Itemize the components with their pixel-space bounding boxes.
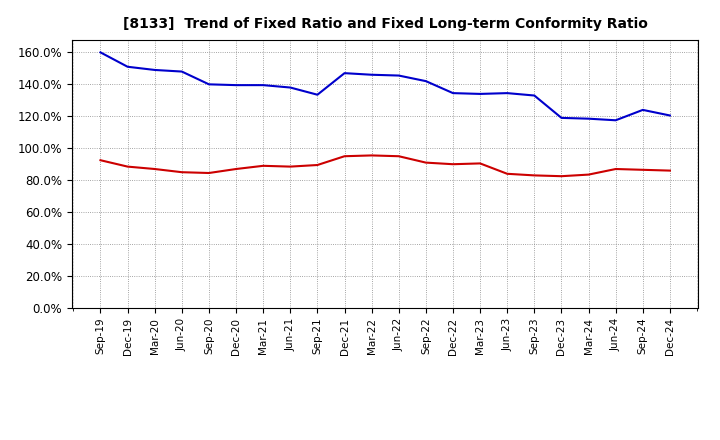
Fixed Ratio (665, 113, 674, 118)
Fixed Ratio (421, 78, 430, 84)
Fixed Ratio (96, 50, 105, 55)
Fixed Long-term Conformity Ratio (449, 161, 457, 167)
Fixed Long-term Conformity Ratio (341, 154, 349, 159)
Fixed Long-term Conformity Ratio (232, 166, 240, 172)
Fixed Long-term Conformity Ratio (150, 166, 159, 172)
Fixed Ratio (584, 116, 593, 121)
Fixed Long-term Conformity Ratio (178, 169, 186, 175)
Fixed Long-term Conformity Ratio (204, 170, 213, 176)
Line: Fixed Long-term Conformity Ratio: Fixed Long-term Conformity Ratio (101, 155, 670, 176)
Fixed Long-term Conformity Ratio (476, 161, 485, 166)
Fixed Ratio (178, 69, 186, 74)
Fixed Long-term Conformity Ratio (123, 164, 132, 169)
Fixed Long-term Conformity Ratio (259, 163, 268, 169)
Fixed Long-term Conformity Ratio (584, 172, 593, 177)
Fixed Ratio (204, 82, 213, 87)
Fixed Long-term Conformity Ratio (286, 164, 294, 169)
Fixed Ratio (503, 91, 511, 96)
Fixed Long-term Conformity Ratio (665, 168, 674, 173)
Fixed Ratio (530, 93, 539, 98)
Fixed Ratio (313, 92, 322, 97)
Fixed Ratio (611, 117, 620, 123)
Fixed Ratio (476, 91, 485, 96)
Fixed Ratio (449, 91, 457, 96)
Fixed Long-term Conformity Ratio (96, 158, 105, 163)
Fixed Ratio (123, 64, 132, 70)
Fixed Long-term Conformity Ratio (530, 173, 539, 178)
Fixed Ratio (286, 85, 294, 90)
Fixed Ratio (395, 73, 403, 78)
Fixed Ratio (259, 82, 268, 88)
Fixed Long-term Conformity Ratio (421, 160, 430, 165)
Fixed Long-term Conformity Ratio (367, 153, 376, 158)
Fixed Long-term Conformity Ratio (395, 154, 403, 159)
Fixed Long-term Conformity Ratio (611, 166, 620, 172)
Fixed Ratio (367, 72, 376, 77)
Fixed Ratio (341, 70, 349, 76)
Fixed Ratio (150, 67, 159, 73)
Fixed Long-term Conformity Ratio (503, 171, 511, 176)
Fixed Long-term Conformity Ratio (639, 167, 647, 172)
Fixed Ratio (557, 115, 566, 121)
Line: Fixed Ratio: Fixed Ratio (101, 52, 670, 120)
Title: [8133]  Trend of Fixed Ratio and Fixed Long-term Conformity Ratio: [8133] Trend of Fixed Ratio and Fixed Lo… (123, 18, 647, 32)
Fixed Long-term Conformity Ratio (557, 173, 566, 179)
Fixed Ratio (232, 82, 240, 88)
Fixed Ratio (639, 107, 647, 113)
Fixed Long-term Conformity Ratio (313, 162, 322, 168)
